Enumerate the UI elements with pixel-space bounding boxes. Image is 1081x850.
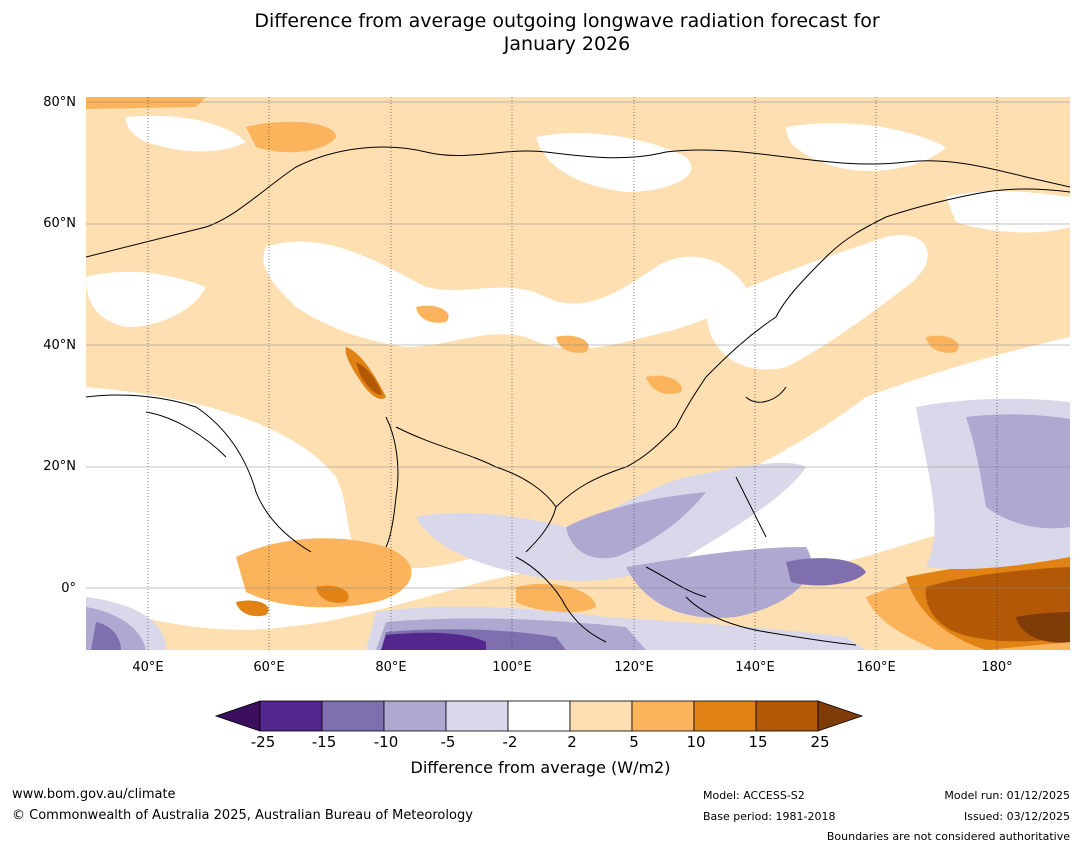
- longitude-gridlines: [147, 97, 998, 650]
- lat-label-0: 0°: [61, 581, 76, 596]
- colorbar: [214, 700, 864, 732]
- colorbar-title: Difference from average (W/m2): [410, 758, 671, 777]
- lon-label-40e: 40°E: [132, 660, 164, 675]
- map-panel: [86, 97, 1070, 650]
- colorbar-segment: [383, 700, 447, 732]
- lon-label-60e: 60°E: [253, 660, 285, 675]
- title-line-1: Difference from average outgoing longwav…: [254, 10, 880, 32]
- title-line-2: January 2026: [503, 33, 631, 55]
- footer-url[interactable]: www.bom.gov.au/climate: [12, 787, 176, 802]
- olr-anomaly-map: [86, 97, 1070, 650]
- cbar-tick: -5: [440, 733, 456, 751]
- extreme-positive-regions: [1016, 612, 1070, 643]
- colorbar-extend-high: [817, 700, 864, 732]
- cbar-tick: -15: [311, 733, 337, 751]
- colorbar-segment: [569, 700, 633, 732]
- moderate-negative-regions: [86, 414, 1070, 650]
- lat-label-40n: 40°N: [43, 338, 76, 353]
- footer-model-run: Model run: 01/12/2025: [944, 789, 1070, 802]
- footer-issued: Issued: 03/12/2025: [963, 810, 1070, 823]
- cbar-tick: 25: [810, 733, 830, 751]
- footer-model: Model: ACCESS-S2: [703, 789, 805, 802]
- lon-label-180: 180°: [981, 660, 1013, 675]
- footer-copyright: © Commonwealth of Australia 2025, Austra…: [12, 808, 473, 823]
- lat-label-20n: 20°N: [43, 459, 76, 474]
- cbar-tick: 5: [629, 733, 639, 751]
- cbar-tick: 2: [567, 733, 577, 751]
- colorbar-segment: [321, 700, 385, 732]
- colorbar-segment: [631, 700, 695, 732]
- colorbar-segment: [507, 700, 571, 732]
- cbar-tick: -2: [502, 733, 518, 751]
- lon-label-160e: 160°E: [856, 660, 896, 675]
- lon-label-140e: 140°E: [735, 660, 775, 675]
- cbar-tick: -10: [373, 733, 399, 751]
- colorbar-segment: [693, 700, 757, 732]
- latitude-gridlines: [86, 101, 1070, 589]
- cbar-tick: -25: [250, 733, 276, 751]
- footer-disclaimer: Boundaries are not considered authoritat…: [826, 830, 1070, 843]
- colorbar-segment: [755, 700, 819, 732]
- colorbar-segment: [259, 700, 323, 732]
- lon-label-100e: 100°E: [492, 660, 532, 675]
- cbar-tick: 10: [686, 733, 706, 751]
- lon-label-120e: 120°E: [614, 660, 654, 675]
- chart-title: Difference from average outgoing longwav…: [0, 10, 1081, 56]
- lat-label-80n: 80°N: [43, 95, 76, 110]
- lat-label-60n: 60°N: [43, 216, 76, 231]
- very-strong-negative-regions: [381, 632, 486, 650]
- coastlines: [86, 146, 1070, 646]
- lon-label-80e: 80°E: [375, 660, 407, 675]
- cbar-tick: 15: [748, 733, 768, 751]
- colorbar-segment: [445, 700, 509, 732]
- footer-base-period: Base period: 1981-2018: [703, 810, 836, 823]
- colorbar-extend-low: [214, 700, 261, 732]
